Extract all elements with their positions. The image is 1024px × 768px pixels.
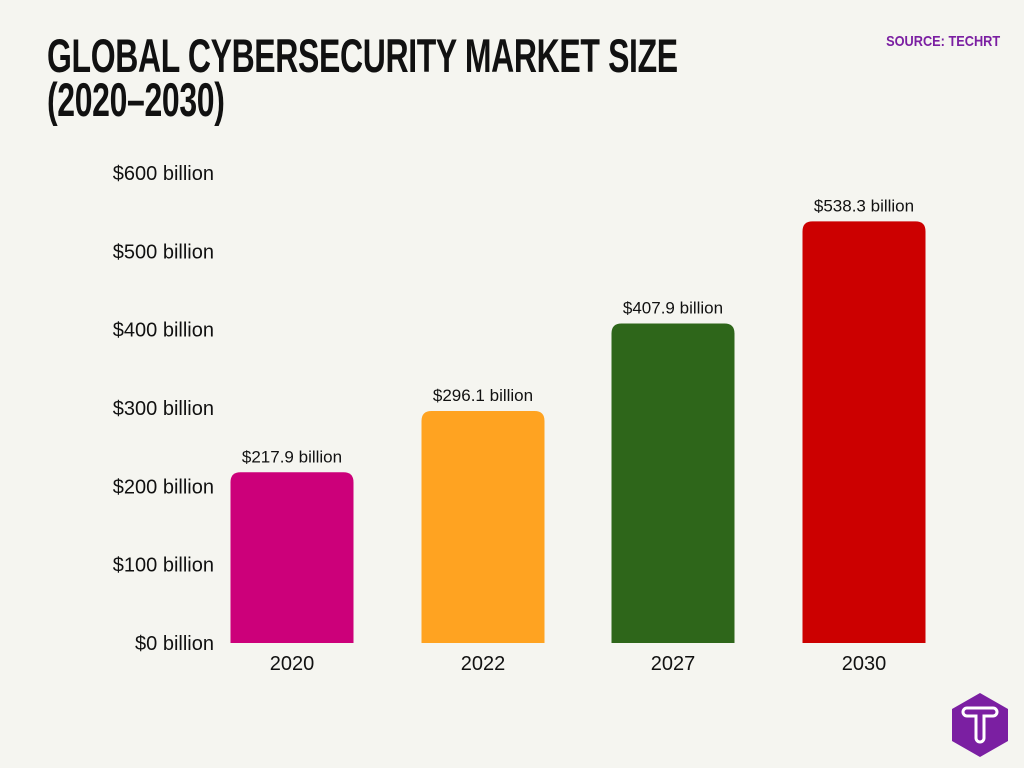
y-tick-label: $300 billion [113, 398, 214, 420]
source-label: SOURCE: TECHRT [885, 33, 1000, 50]
bar-2020 [230, 472, 354, 643]
techrt-logo-icon [952, 693, 1008, 757]
title-line-1: GLOBAL CYBERSECURITY MARKET SIZE [47, 29, 678, 82]
chart-title: GLOBAL CYBERSECURITY MARKET SIZE (2020–2… [47, 29, 678, 126]
bar-2027 [611, 323, 735, 643]
x-tick-label: 2020 [270, 653, 315, 675]
data-label: $407.9 billion [623, 298, 723, 317]
x-tick-label: 2030 [842, 653, 887, 675]
bar-2030 [802, 221, 926, 643]
y-tick-label: $200 billion [113, 476, 214, 498]
x-tick-label: 2027 [651, 653, 696, 675]
x-tick-label: 2022 [461, 653, 506, 675]
data-label: $296.1 billion [433, 386, 533, 405]
bar-2022 [421, 411, 545, 643]
y-tick-label: $0 billion [135, 633, 214, 655]
title-line-2: (2020–2030) [47, 73, 225, 126]
data-label: $538.3 billion [814, 196, 914, 215]
data-label: $217.9 billion [242, 447, 342, 466]
y-tick-label: $100 billion [113, 555, 214, 577]
y-tick-label: $600 billion [113, 163, 214, 185]
y-tick-label: $400 billion [113, 320, 214, 342]
y-tick-label: $500 billion [113, 241, 214, 263]
